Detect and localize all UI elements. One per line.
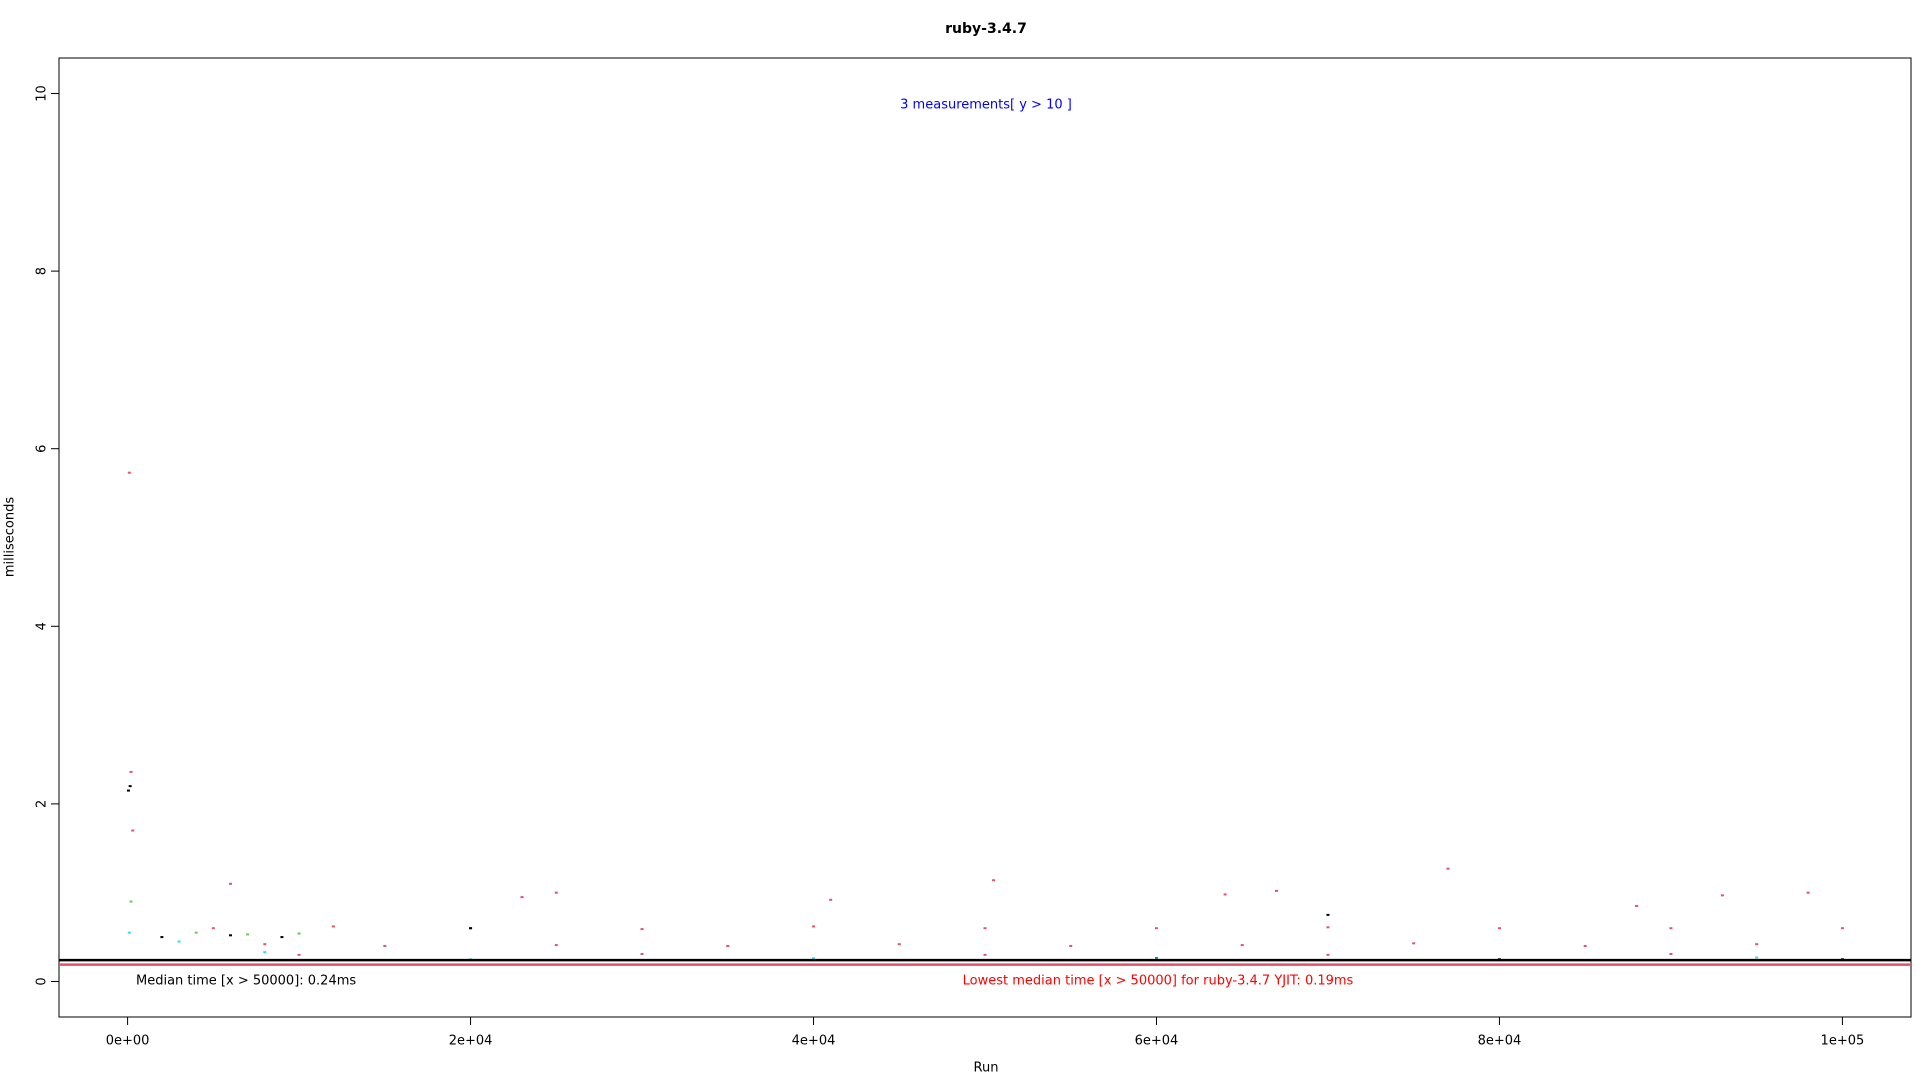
point bbox=[469, 927, 473, 930]
point bbox=[263, 943, 267, 946]
x-tick-label: 6e+04 bbox=[1135, 1034, 1179, 1049]
point bbox=[1583, 944, 1587, 947]
point bbox=[520, 896, 524, 899]
point bbox=[1240, 944, 1244, 947]
annotation: Lowest median time [x > 50000] for ruby-… bbox=[963, 974, 1354, 989]
point bbox=[726, 944, 730, 947]
point bbox=[1840, 927, 1844, 930]
point bbox=[1446, 867, 1450, 870]
point bbox=[897, 943, 901, 946]
point bbox=[640, 928, 644, 931]
x-tick-label: 0e+00 bbox=[106, 1034, 150, 1049]
point bbox=[126, 789, 130, 792]
point bbox=[1154, 927, 1158, 930]
point bbox=[640, 952, 644, 955]
point bbox=[1755, 943, 1759, 946]
chart-title: ruby-3.4.7 bbox=[945, 21, 1027, 37]
point bbox=[1223, 893, 1227, 896]
point bbox=[297, 953, 301, 956]
y-tick-label: 10 bbox=[35, 85, 50, 102]
y-tick-label: 4 bbox=[35, 622, 50, 630]
point bbox=[127, 931, 131, 934]
annotation: Median time [x > 50000]: 0.24ms bbox=[136, 974, 356, 989]
point bbox=[554, 944, 558, 947]
x-axis-label: Run bbox=[974, 1061, 999, 1076]
point bbox=[1326, 913, 1330, 916]
x-tick-label: 1e+05 bbox=[1821, 1034, 1865, 1049]
point bbox=[1275, 889, 1279, 892]
point bbox=[228, 882, 232, 885]
point bbox=[1412, 942, 1416, 945]
point bbox=[1669, 952, 1673, 955]
point bbox=[1755, 956, 1759, 959]
point bbox=[554, 891, 558, 894]
point bbox=[194, 931, 198, 934]
y-axis-label: milliseconds bbox=[3, 497, 18, 577]
point bbox=[263, 951, 267, 954]
point bbox=[1326, 926, 1330, 929]
y-tick-label: 8 bbox=[35, 267, 50, 275]
point bbox=[1635, 905, 1639, 908]
point bbox=[829, 898, 833, 901]
point bbox=[812, 957, 816, 960]
point bbox=[177, 940, 181, 943]
point bbox=[131, 829, 135, 832]
x-tick-label: 4e+04 bbox=[792, 1034, 836, 1049]
point bbox=[228, 934, 232, 937]
point bbox=[129, 770, 133, 773]
x-tick-label: 8e+04 bbox=[1478, 1034, 1522, 1049]
point bbox=[129, 900, 133, 903]
point bbox=[983, 953, 987, 956]
point bbox=[1806, 891, 1810, 894]
point bbox=[331, 925, 335, 928]
point bbox=[128, 785, 132, 788]
point bbox=[297, 932, 301, 935]
point bbox=[1669, 927, 1673, 930]
point bbox=[983, 927, 987, 930]
point bbox=[1326, 953, 1330, 956]
point bbox=[127, 471, 131, 474]
point bbox=[160, 936, 164, 939]
point bbox=[246, 933, 250, 936]
y-tick-label: 6 bbox=[35, 445, 50, 453]
x-tick-label: 2e+04 bbox=[449, 1034, 493, 1049]
point bbox=[1497, 927, 1501, 930]
plot-frame bbox=[58, 57, 1912, 1018]
y-tick-label: 0 bbox=[35, 977, 50, 985]
point bbox=[1720, 894, 1724, 897]
point bbox=[383, 944, 387, 947]
y-tick-label: 2 bbox=[35, 800, 50, 808]
point bbox=[280, 936, 284, 939]
point bbox=[992, 879, 996, 882]
point bbox=[812, 925, 816, 928]
point bbox=[1069, 944, 1073, 947]
annotation: 3 measurements[ y > 10 ] bbox=[900, 98, 1072, 113]
point bbox=[211, 927, 215, 930]
